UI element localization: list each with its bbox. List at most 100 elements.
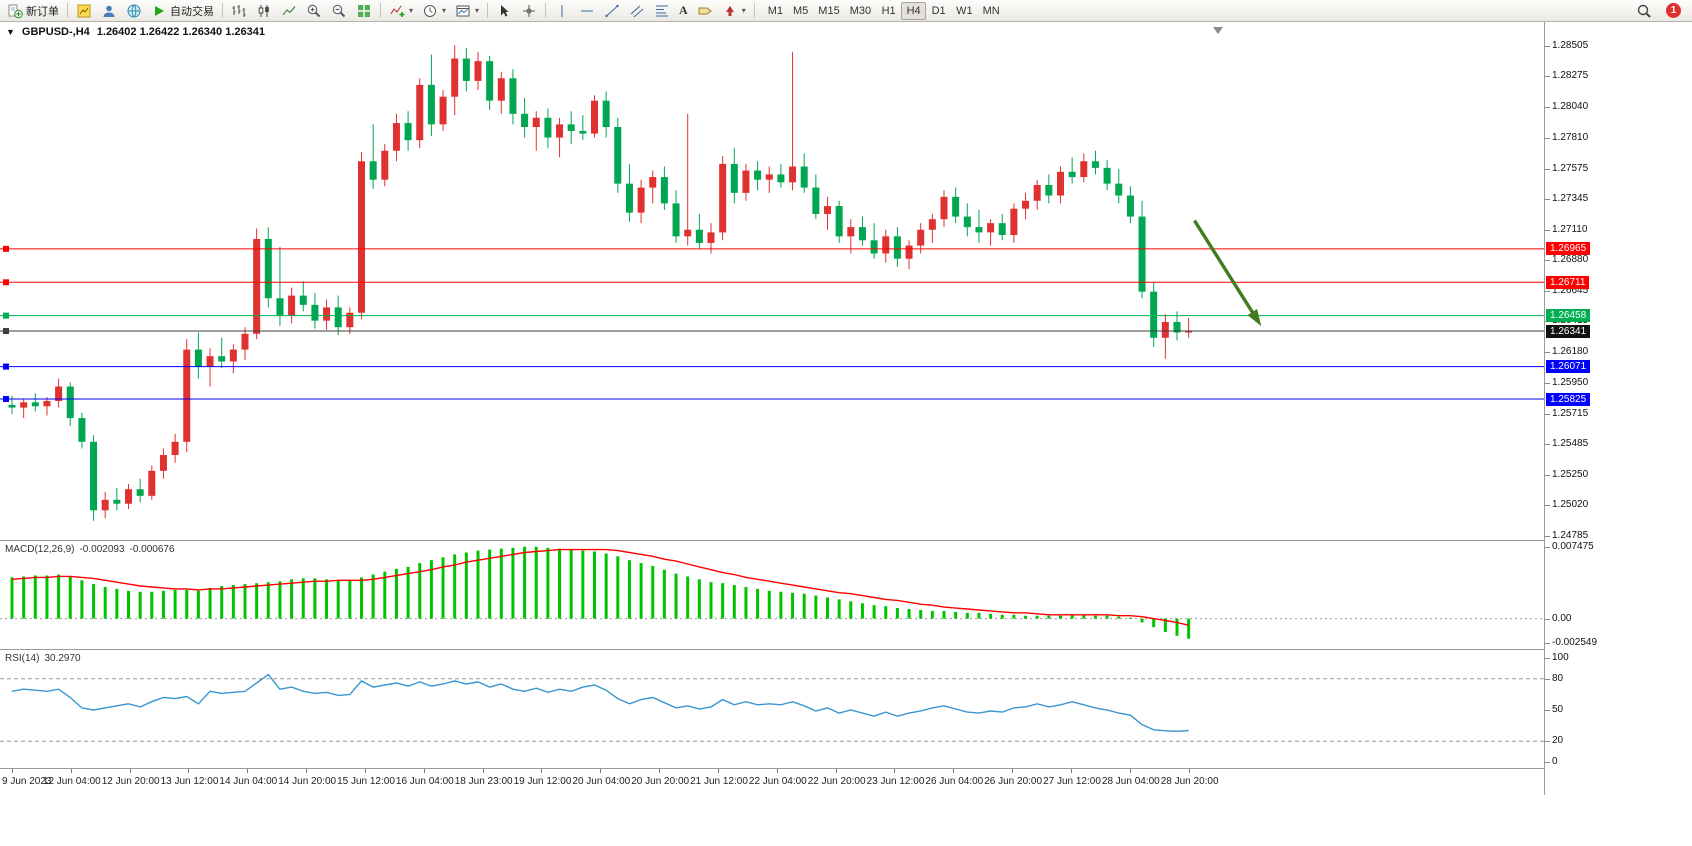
vertical-line-button[interactable] <box>550 1 574 21</box>
candle <box>311 304 319 321</box>
fibonacci-button[interactable] <box>650 1 674 21</box>
price-scale-tick <box>1545 229 1550 231</box>
community-button[interactable] <box>122 1 146 21</box>
candle <box>1185 331 1193 333</box>
price-axis-label: 1.28040 <box>1552 101 1589 113</box>
zoom-in-button[interactable] <box>302 1 326 21</box>
crosshair-button[interactable] <box>517 1 541 21</box>
arrows-tool-button[interactable]: ▾ <box>718 1 750 21</box>
candle <box>358 161 365 313</box>
chart-shift-marker[interactable] <box>1213 27 1223 34</box>
line-chart-button[interactable] <box>277 1 301 21</box>
time-axis-tick <box>1012 769 1014 773</box>
timeframe-h4-button[interactable]: H4 <box>901 1 927 20</box>
autotrade-button[interactable]: 自动交易 <box>147 1 218 21</box>
candle <box>90 441 98 511</box>
candle <box>625 183 633 213</box>
candle <box>928 219 936 230</box>
label-tool-button[interactable] <box>693 1 717 21</box>
arrows-icon <box>725 5 734 16</box>
trend-arrow-annotation[interactable] <box>1193 219 1260 323</box>
autotrade-label: 自动交易 <box>170 5 214 18</box>
rsi-chart[interactable] <box>0 650 1544 769</box>
candlestick-chart-icon <box>258 4 269 17</box>
line-anchor-handle[interactable] <box>3 245 9 252</box>
new-order-label: 新订单 <box>26 5 59 18</box>
price-scale-tick <box>1545 107 1550 109</box>
rsi-panel[interactable]: RSI(14) 30.2970 <box>0 650 1544 769</box>
new-order-button[interactable]: 新订单 <box>3 1 63 21</box>
rsi-scale-label: 0 <box>1552 756 1558 767</box>
time-axis[interactable]: 9 Jun 2023 12 Jun 04:00 12 Jun 20:00 13 Jun… <box>0 769 1544 795</box>
timeframe-d1-button[interactable]: D1 <box>926 2 951 20</box>
toolbar-separator <box>380 3 381 18</box>
candle <box>171 441 179 455</box>
line-anchor-handle[interactable] <box>3 328 9 335</box>
candle <box>707 232 715 243</box>
trend-line-button[interactable] <box>600 1 624 21</box>
templates-button[interactable]: ▾ <box>451 1 483 21</box>
candle <box>847 227 855 237</box>
periods-clock-icon <box>424 4 437 17</box>
price-chart-panel[interactable]: ▼ GBPUSD-,H4 1.26402 1.26422 1.26340 1.2… <box>0 22 1544 541</box>
profile-button[interactable] <box>97 1 121 21</box>
horizontal-line-button[interactable] <box>575 1 599 21</box>
candle <box>264 238 272 299</box>
price-tag: 1.25825 <box>1546 392 1591 406</box>
zoom-out-button[interactable] <box>327 1 351 21</box>
chart-region: ▼ GBPUSD-,H4 1.26402 1.26422 1.26340 1.2… <box>0 22 1692 846</box>
market-watch-button[interactable] <box>72 1 96 21</box>
bars-chart-button[interactable] <box>227 1 251 21</box>
tile-windows-button[interactable] <box>352 1 376 21</box>
time-axis-label: 16 Jun 04:00 <box>395 776 454 787</box>
timeframe-w1-button[interactable]: W1 <box>951 2 978 20</box>
timeframe-m1-button[interactable]: M1 <box>763 2 788 20</box>
price-scale-tick <box>1545 291 1550 292</box>
candle <box>812 187 820 214</box>
indicators-button[interactable]: ▾ <box>385 1 417 21</box>
periods-button[interactable]: ▾ <box>418 1 450 21</box>
notification-badge[interactable]: 1 <box>1666 3 1681 18</box>
candle <box>963 216 971 228</box>
candle <box>975 227 983 233</box>
one-click-trading-collapse-icon[interactable]: ▼ <box>6 27 15 37</box>
timeframe-m30-button[interactable]: M30 <box>845 2 876 20</box>
price-scale[interactable]: 1.28505 1.28275 1.28040 1.27810 1.27575 1.273… <box>1544 22 1692 795</box>
line-anchor-handle[interactable] <box>3 312 9 319</box>
candle <box>1115 183 1123 196</box>
rsi-scale-label: 80 <box>1552 672 1564 684</box>
line-anchor-handle[interactable] <box>3 279 9 286</box>
market-watch-icon <box>77 4 91 17</box>
candle <box>684 229 692 237</box>
channel-button[interactable] <box>625 1 649 21</box>
search-button[interactable] <box>1632 1 1656 21</box>
line-anchor-handle[interactable] <box>3 363 9 370</box>
macd-panel[interactable]: MACD(12,26,9) -0.002093 -0.000676 <box>0 541 1544 650</box>
timeframe-m5-button[interactable]: M5 <box>788 2 813 20</box>
rsi-name: RSI(14) <box>5 653 40 664</box>
chart-title: ▼ GBPUSD-,H4 1.26402 1.26422 1.26340 1.2… <box>6 26 265 38</box>
candlestick-chart-button[interactable] <box>252 1 276 21</box>
cursor-button[interactable] <box>492 1 516 21</box>
candle <box>649 177 657 188</box>
line-anchor-handle[interactable] <box>3 396 9 403</box>
price-scale-tick <box>1545 76 1550 78</box>
time-axis-tick <box>776 769 778 773</box>
timeframe-h1-button[interactable]: H1 <box>876 2 901 20</box>
macd-chart[interactable] <box>0 541 1544 650</box>
text-tool-button[interactable]: A <box>675 1 692 21</box>
candlestick-chart[interactable] <box>0 22 1544 541</box>
macd-value: -0.002093 <box>79 544 125 555</box>
candle <box>695 229 703 243</box>
timeframe-m15-button[interactable]: M15 <box>813 2 844 20</box>
candle <box>159 454 167 471</box>
time-axis-tick <box>129 769 131 773</box>
candle <box>789 166 797 183</box>
time-axis-tick <box>835 769 837 773</box>
candle <box>101 499 109 511</box>
zoom-in-icon <box>307 4 321 17</box>
timeframe-mn-button[interactable]: MN <box>978 2 1005 20</box>
time-axis-tick <box>12 769 13 773</box>
candle <box>905 245 913 259</box>
candle <box>870 240 878 254</box>
